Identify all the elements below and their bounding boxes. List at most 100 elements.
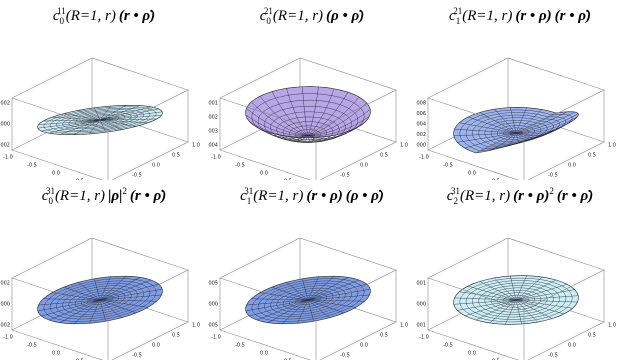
mesh-spoke bbox=[249, 299, 309, 317]
plot-panel: 0.00020.0000-0.0002-1.0-0.50.00.51.01.00… bbox=[0, 0, 208, 180]
mesh-spoke bbox=[457, 132, 517, 143]
mesh-spoke bbox=[515, 130, 553, 138]
mesh-spoke bbox=[515, 120, 573, 135]
coef-args: (R=1, r) bbox=[462, 8, 513, 24]
coef-sub: 0 bbox=[266, 16, 271, 26]
mesh-spoke bbox=[271, 91, 309, 136]
mesh-spoke bbox=[307, 276, 335, 301]
mesh-spoke bbox=[43, 298, 101, 301]
panel-title: c031(R=1, r) |ρ|2 (r • ρ̇) bbox=[0, 186, 208, 206]
mesh-spoke bbox=[515, 299, 522, 325]
mesh-spoke bbox=[307, 299, 314, 322]
mesh-spoke bbox=[307, 102, 367, 136]
mesh-spoke bbox=[249, 121, 309, 137]
factor: (r • ρ̇) bbox=[118, 8, 156, 24]
mesh-spoke bbox=[286, 88, 309, 136]
mesh-spoke bbox=[37, 299, 101, 312]
x-tick-label: -1.0 bbox=[419, 335, 429, 341]
mesh-spoke bbox=[307, 92, 349, 136]
coef-sub: 2 bbox=[453, 196, 458, 206]
y-tick-label: 0.5 bbox=[380, 153, 388, 159]
y-tick-label: 1.0 bbox=[192, 323, 200, 329]
coef-symbol: c bbox=[52, 8, 60, 24]
mesh-spoke bbox=[48, 299, 101, 321]
mesh-spoke bbox=[307, 276, 319, 301]
box-edge bbox=[427, 57, 605, 150]
mesh-spoke bbox=[307, 132, 345, 141]
mesh-spoke bbox=[99, 105, 141, 121]
x-tick-label: 0.5 bbox=[492, 359, 500, 360]
mesh-spoke bbox=[41, 119, 101, 132]
mesh-spoke bbox=[454, 128, 517, 134]
mesh-spoke bbox=[464, 132, 517, 149]
panel-title: c011(R=1, r) (r • ρ̇) bbox=[0, 6, 208, 26]
coef-sup: 21 bbox=[263, 6, 273, 16]
x-tick-label: 0.0 bbox=[468, 171, 476, 177]
mesh-spoke bbox=[479, 112, 517, 134]
mesh-spoke bbox=[38, 119, 101, 125]
mesh-spoke bbox=[297, 299, 309, 324]
mesh-spoke bbox=[43, 119, 101, 122]
mesh-spoke bbox=[459, 122, 517, 134]
box-edge bbox=[219, 57, 397, 150]
mesh-spoke bbox=[307, 86, 319, 136]
mesh-spoke bbox=[475, 132, 517, 154]
coef-symbol: c bbox=[259, 8, 267, 24]
mesh-spoke bbox=[515, 276, 543, 301]
mesh-spoke bbox=[99, 111, 163, 121]
mesh-spoke bbox=[99, 299, 149, 308]
mesh-spoke bbox=[99, 283, 159, 301]
mesh-spoke bbox=[515, 295, 579, 301]
mesh-spoke bbox=[99, 288, 163, 301]
coef-sub: 0 bbox=[48, 196, 53, 206]
z-tick-label: 0.0004 bbox=[416, 122, 426, 128]
mesh-spoke bbox=[302, 86, 309, 136]
mesh-spoke bbox=[515, 279, 557, 301]
mesh-spoke bbox=[453, 132, 517, 137]
coef-args: (R=1, r) bbox=[54, 188, 106, 204]
x-tick-label: -1.0 bbox=[211, 155, 221, 161]
mesh-spoke bbox=[99, 105, 127, 121]
mesh-spoke bbox=[99, 299, 106, 322]
x-tick-label: -1.0 bbox=[211, 335, 221, 341]
y-tick-label: 0.0 bbox=[360, 343, 368, 349]
z-tick-label: -0.0004 bbox=[208, 142, 218, 148]
factor: (r • ρ) bbox=[306, 188, 343, 204]
mesh-spoke bbox=[99, 276, 127, 301]
mesh-spoke bbox=[286, 282, 309, 301]
x-tick-label: 0.0 bbox=[260, 351, 268, 357]
mesh-spoke bbox=[99, 294, 162, 301]
surface-plot: 0.00010.0000-0.0001-1.0-0.50.00.51.01.00… bbox=[416, 237, 616, 360]
factor: (ρ • ρ̇) bbox=[345, 188, 384, 204]
mesh-spoke bbox=[515, 132, 522, 143]
y-tick-label: 1.0 bbox=[400, 323, 408, 329]
mesh-spoke bbox=[78, 110, 101, 121]
mesh-spoke bbox=[307, 279, 360, 301]
mesh-spoke bbox=[246, 108, 309, 136]
x-tick-label: -0.5 bbox=[235, 163, 245, 169]
mesh-spoke bbox=[459, 291, 517, 301]
mesh-spoke bbox=[59, 299, 101, 323]
mesh-spoke bbox=[63, 286, 101, 301]
surface-plot: 0.000020.00000-0.00002-1.0-0.50.00.51.01… bbox=[0, 237, 200, 360]
mesh-spoke bbox=[505, 132, 517, 147]
factor-sup: 2 bbox=[122, 186, 127, 196]
y-tick-label: -0.5 bbox=[132, 173, 142, 179]
mesh-spoke bbox=[307, 122, 365, 137]
mesh-spoke bbox=[454, 297, 517, 301]
x-tick-label: 0.0 bbox=[52, 351, 60, 357]
mesh-spoke bbox=[99, 106, 152, 121]
coef-sup: 11 bbox=[57, 6, 66, 16]
y-tick-label: -0.5 bbox=[548, 353, 558, 359]
y-tick-label: -0.5 bbox=[340, 353, 350, 359]
mesh-spoke bbox=[302, 278, 309, 301]
panel-title: c231(R=1, r) (r • ρ)2 (r • ρ̇) bbox=[416, 186, 624, 206]
y-tick-label: 0.5 bbox=[172, 153, 180, 159]
mesh-spoke bbox=[256, 299, 309, 321]
surface-plot: 0.000050.00000-0.00005-1.0-0.50.00.51.01… bbox=[208, 237, 408, 360]
mesh-spoke bbox=[479, 281, 517, 301]
